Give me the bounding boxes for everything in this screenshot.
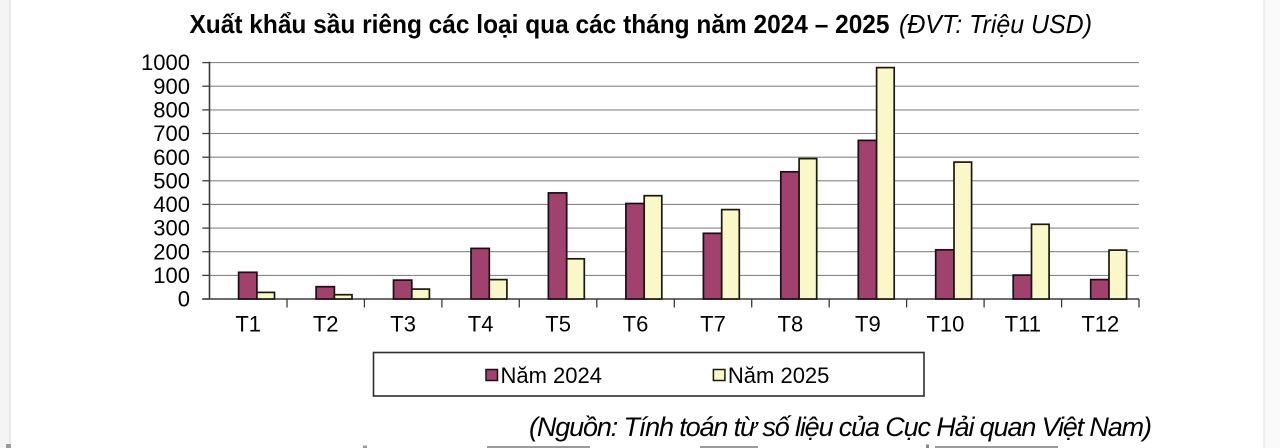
svg-text:T8: T8 xyxy=(778,312,804,337)
svg-text:T2: T2 xyxy=(313,312,339,337)
svg-text:Xuất khẩu sầu riêng các loại q: Xuất khẩu sầu riêng các loại qua các thá… xyxy=(190,9,890,39)
svg-text:1000: 1000 xyxy=(141,50,190,75)
svg-text:T1: T1 xyxy=(235,312,261,337)
svg-text:T11: T11 xyxy=(1005,312,1041,337)
svg-text:500: 500 xyxy=(153,168,190,193)
svg-text:800: 800 xyxy=(153,98,190,123)
svg-text:T12: T12 xyxy=(1081,312,1119,337)
svg-text:400: 400 xyxy=(153,192,190,217)
svg-text:T5: T5 xyxy=(545,312,571,337)
svg-text:600: 600 xyxy=(153,145,190,170)
svg-text:200: 200 xyxy=(153,239,190,264)
svg-text:T9: T9 xyxy=(855,312,881,337)
svg-text:(Nguồn: Tính toán từ số liệu c: (Nguồn: Tính toán từ số liệu của Cục Hải… xyxy=(529,412,1152,442)
svg-text:T3: T3 xyxy=(390,312,416,337)
svg-text:700: 700 xyxy=(153,121,190,146)
svg-text:900: 900 xyxy=(153,74,190,99)
svg-text:T7: T7 xyxy=(700,312,726,337)
svg-text:T4: T4 xyxy=(468,312,494,337)
svg-text:Năm 2025: Năm 2025 xyxy=(728,363,830,388)
svg-text:Năm 2024: Năm 2024 xyxy=(501,363,603,388)
svg-text:(ĐVT: Triệu USD): (ĐVT: Triệu USD) xyxy=(899,9,1092,39)
svg-text:T10: T10 xyxy=(926,312,964,337)
svg-text:0: 0 xyxy=(178,287,190,312)
svg-text:T6: T6 xyxy=(623,312,649,337)
svg-text:100: 100 xyxy=(153,263,190,288)
svg-text:300: 300 xyxy=(153,216,190,241)
